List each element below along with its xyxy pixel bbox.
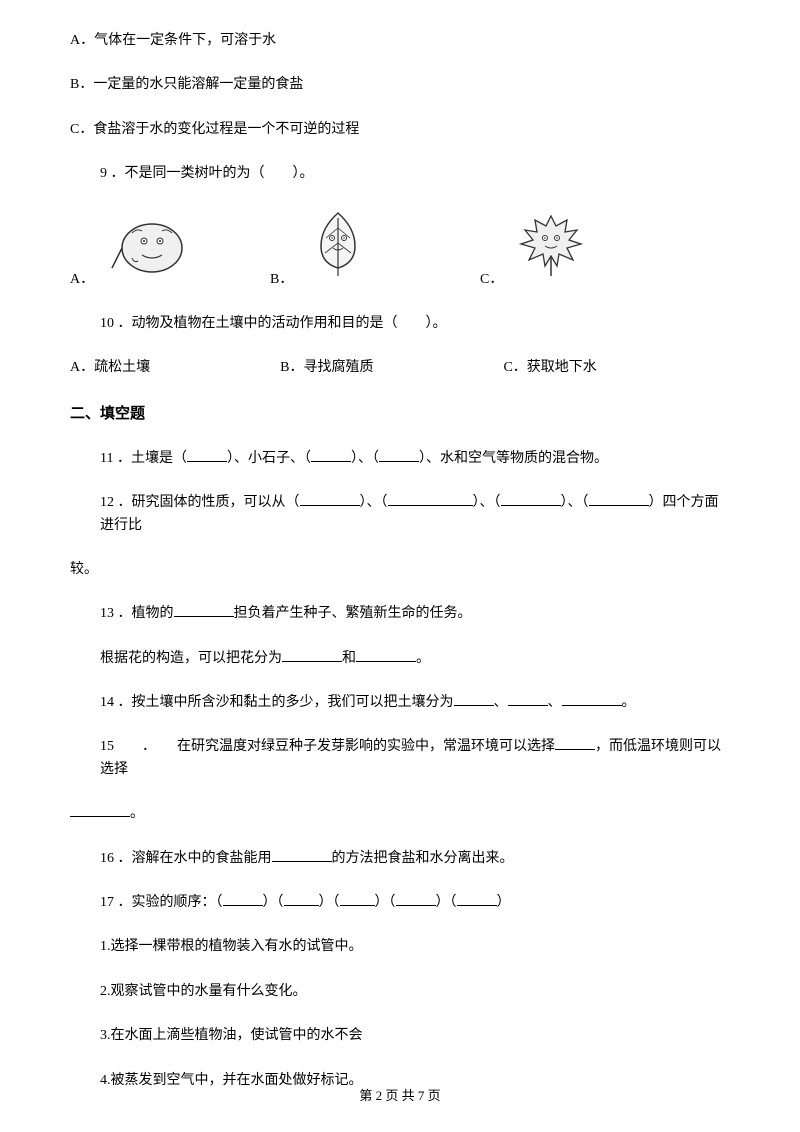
q-prev-option-c: C．食盐溶于水的变化过程是一个不可逆的过程 <box>70 119 730 141</box>
leaf-icon-b <box>301 208 376 291</box>
q9-opt-a-label: A． <box>70 269 94 291</box>
q13-line2: 根据花的构造，可以把花分为和。 <box>70 648 730 670</box>
page-footer: 第 2 页 共 7 页 <box>0 1086 800 1107</box>
q10-opt-b: B．寻找腐殖质 <box>280 357 373 379</box>
q10-opt-c: C．获取地下水 <box>503 357 596 379</box>
leaf-icon-c <box>511 208 591 291</box>
q15-line2: 。 <box>70 803 730 825</box>
q12-line1: 12 ．研究固体的性质，可以从（）、（）、（）、（）四个方面进行比 <box>70 492 730 537</box>
q9-options: A． B． <box>70 208 730 291</box>
q17: 17 ．实验的顺序：（）（）（）（）（） <box>70 892 730 914</box>
q16: 16 ．溶解在水中的食盐能用的方法把食盐和水分离出来。 <box>70 848 730 870</box>
q10-opt-a: A．疏松土壤 <box>70 357 150 379</box>
q9-stem: 9 ．不是同一类树叶的为（ ）。 <box>70 163 730 185</box>
q-prev-option-b: B．一定量的水只能溶解一定量的食盐 <box>70 74 730 96</box>
q12-line2: 较。 <box>70 559 730 581</box>
section-2-title: 二、填空题 <box>70 402 730 426</box>
q11: 11 ．土壤是（）、小石子、（）、（）、水和空气等物质的混合物。 <box>70 448 730 470</box>
q9-opt-b-label: B． <box>270 269 293 291</box>
leaf-icon-a <box>102 213 192 291</box>
q14: 14 ．按土壤中所含沙和黏土的多少，我们可以把土壤分为、、。 <box>70 692 730 714</box>
q10-options: A．疏松土壤 B．寻找腐殖质 C．获取地下水 <box>70 357 730 379</box>
q13-line1: 13 ．植物的担负着产生种子、繁殖新生命的任务。 <box>70 603 730 625</box>
q17-step2: 2.观察试管中的水量有什么变化。 <box>70 981 730 1003</box>
q17-step3: 3.在水面上滴些植物油，使试管中的水不会 <box>70 1025 730 1047</box>
q-prev-option-a: A．气体在一定条件下，可溶于水 <box>70 30 730 52</box>
q15-line1: 15 ． 在研究温度对绿豆种子发芽影响的实验中，常温环境可以选择，而低温环境则可… <box>70 736 730 781</box>
q17-step1: 1.选择一棵带根的植物装入有水的试管中。 <box>70 936 730 958</box>
q10-stem: 10 ．动物及植物在土壤中的活动作用和目的是（ ）。 <box>70 313 730 335</box>
q9-opt-c-label: C． <box>480 269 503 291</box>
